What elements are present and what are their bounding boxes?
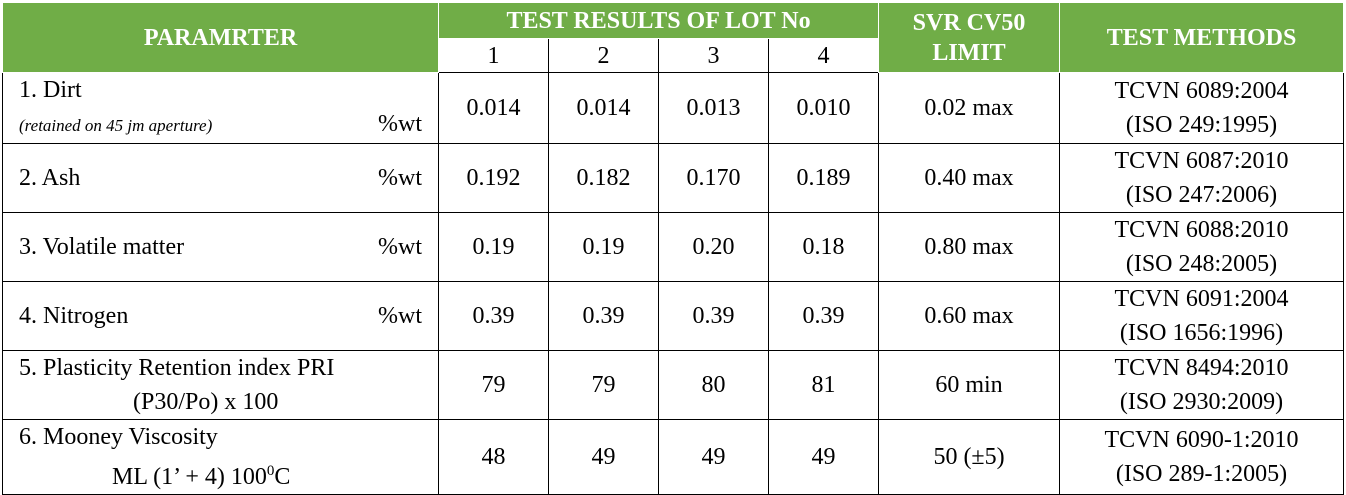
- method: TCVN 6090-1:2010: [1104, 427, 1299, 453]
- result: 0.192: [438, 143, 549, 213]
- parameter-name: 5. Plasticity Retention index PRI: [19, 355, 335, 381]
- result: 0.170: [658, 143, 769, 213]
- result: 0.18: [767, 212, 880, 282]
- limit: 60 min: [878, 350, 1061, 420]
- method: (ISO 248:2005): [1125, 251, 1278, 277]
- limit: 0.60 max: [878, 281, 1061, 351]
- method-cell: TCVN 6091:2004 (ISO 1656:1996): [1059, 281, 1345, 351]
- data-row: 6. Mooney Viscosity ML (1’ + 4) 1000C 48 49…: [2, 419, 1345, 495]
- method: (ISO 1656:1996): [1119, 320, 1284, 346]
- limit: 50 (±5): [878, 419, 1061, 495]
- result: 0.013: [658, 72, 769, 144]
- parameter-name: 3. Volatile matter: [19, 234, 185, 260]
- limit: 0.80 max: [878, 212, 1061, 282]
- parameter-formula: ML (1’ + 4) 1000C: [19, 454, 422, 494]
- formula-text: ML (1’ + 4) 100: [112, 464, 267, 490]
- result: 0.182: [548, 143, 659, 213]
- method: TCVN 8494:2010: [1114, 355, 1289, 381]
- result: 0.19: [438, 212, 549, 282]
- parameter-name: 2. Ash: [19, 165, 81, 191]
- parameter-cell: 1. Dirt (retained on 45 jm aperture) %wt: [2, 72, 439, 144]
- lot-number: 1: [438, 38, 549, 73]
- result: 80: [658, 350, 769, 420]
- data-row: 3. Volatile matter %wt 0.19 0.19 0.20 0.18 0.8…: [2, 212, 1345, 282]
- result: 49: [658, 419, 769, 495]
- header-methods: TEST METHODS: [1059, 2, 1345, 73]
- result: 0.014: [438, 72, 549, 144]
- result: 0.189: [767, 143, 880, 213]
- result: 0.39: [767, 281, 880, 351]
- formula-sup: 0: [266, 463, 275, 479]
- result: 0.014: [548, 72, 659, 144]
- method-cell: TCVN 6088:2010 (ISO 248:2005): [1059, 212, 1345, 282]
- result: 0.39: [438, 281, 549, 351]
- parameter-cell: 3. Volatile matter %wt: [2, 212, 439, 282]
- parameter-cell: 5. Plasticity Retention index PRI (P30/Po…: [2, 350, 439, 420]
- result: 79: [438, 350, 549, 420]
- method: TCVN 6091:2004: [1114, 286, 1289, 312]
- result: 79: [548, 350, 659, 420]
- header-row: PARAMRTER TEST RESULTS OF LOT No SVR CV5…: [2, 2, 1345, 73]
- method: (ISO 249:1995): [1125, 112, 1278, 138]
- parameter-cell: 2. Ash %wt: [2, 143, 439, 213]
- header-limit: SVR CV50 LIMIT: [878, 2, 1061, 73]
- unit: %wt: [378, 111, 422, 137]
- result: 0.010: [767, 72, 880, 144]
- result: 0.20: [658, 212, 769, 282]
- result: 48: [438, 419, 549, 495]
- data-row: 5. Plasticity Retention index PRI (P30/Po…: [2, 350, 1345, 420]
- data-row: 4. Nitrogen %wt 0.39 0.39 0.39 0.39 0.60 max TC…: [2, 281, 1345, 351]
- method: TCVN 6089:2004: [1114, 78, 1289, 104]
- method-cell: TCVN 8494:2010 (ISO 2930:2009): [1059, 350, 1345, 420]
- parameter-name: 1. Dirt: [19, 77, 82, 103]
- method: (ISO 247:2006): [1125, 182, 1278, 208]
- parameter-name: (P30/Po) x 100: [133, 389, 279, 415]
- method-cell: TCVN 6089:2004 (ISO 249:1995): [1059, 72, 1345, 144]
- lot-number: 3: [658, 38, 769, 73]
- result: 49: [548, 419, 659, 495]
- formula-after: C: [274, 464, 291, 490]
- data-row: 1. Dirt (retained on 45 jm aperture) %wt 0.…: [2, 72, 1345, 144]
- method: (ISO 289-1:2005): [1115, 461, 1288, 487]
- method: (ISO 2930:2009): [1119, 389, 1284, 415]
- result: 0.39: [658, 281, 769, 351]
- parameter-name: 6. Mooney Viscosity: [19, 424, 218, 450]
- result: 0.39: [548, 281, 659, 351]
- method-cell: TCVN 6090-1:2010 (ISO 289-1:2005): [1059, 419, 1345, 495]
- header-lot-group: TEST RESULTS OF LOT No: [437, 2, 880, 39]
- result: 81: [767, 350, 880, 420]
- parameter-name: 4. Nitrogen: [19, 303, 129, 329]
- unit: %wt: [378, 165, 422, 191]
- result: 49: [767, 419, 880, 495]
- result: 0.19: [548, 212, 659, 282]
- header-parameter: PARAMRTER: [2, 2, 439, 73]
- method: TCVN 6087:2010: [1114, 148, 1289, 174]
- method-cell: TCVN 6087:2010 (ISO 247:2006): [1059, 143, 1345, 213]
- parameter-cell: 4. Nitrogen %wt: [2, 281, 439, 351]
- parameter-cell: 6. Mooney Viscosity ML (1’ + 4) 1000C: [2, 419, 439, 495]
- data-row: 2. Ash %wt 0.192 0.182 0.170 0.189 0.40 max TCV…: [2, 143, 1345, 213]
- lot-number: 2: [548, 38, 659, 73]
- lot-number: 4: [767, 38, 880, 73]
- unit: %wt: [378, 303, 422, 329]
- method: TCVN 6088:2010: [1114, 217, 1289, 243]
- limit: 0.40 max: [878, 143, 1061, 213]
- parameter-note: (retained on 45 jm aperture): [19, 116, 213, 135]
- parameter-note-line: (retained on 45 jm aperture) %wt: [19, 107, 422, 143]
- unit: %wt: [378, 234, 422, 260]
- limit: 0.02 max: [878, 72, 1061, 144]
